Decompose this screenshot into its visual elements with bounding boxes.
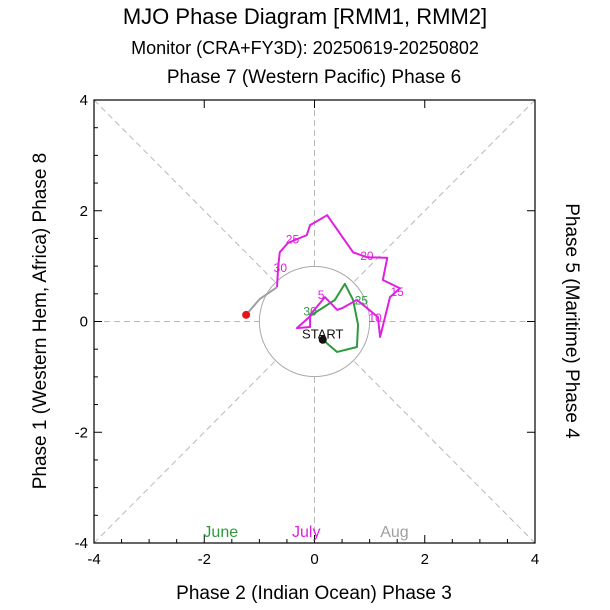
end-marker (242, 310, 251, 319)
day-label: 5 (318, 288, 325, 302)
start-marker (318, 335, 327, 344)
x-tick-label: -2 (198, 551, 211, 568)
unit-circle (258, 265, 371, 378)
top-phase-label: Phase 7 (Western Pacific) Phase 6 (167, 67, 461, 88)
x-tick-label: 2 (421, 551, 429, 568)
x-tick-label: 0 (310, 551, 318, 568)
series-line-aug (245, 286, 278, 316)
series-line-july (276, 214, 401, 339)
legend-june: June (203, 524, 238, 541)
y-tick-label: -4 (75, 535, 88, 552)
day-label: 30 (274, 261, 288, 275)
legend-july: July (292, 524, 320, 541)
phase-boundary-line (93, 99, 276, 283)
phase-boundary-line (93, 360, 276, 544)
phase-boundary-line (353, 99, 536, 283)
x-tick-label: -4 (87, 551, 100, 568)
x-axis-label: Phase 2 (Indian Ocean) Phase 3 (176, 583, 452, 604)
y-tick-label: 4 (80, 92, 88, 109)
day-label: 25 (286, 232, 300, 246)
day-label: 10 (368, 311, 382, 325)
day-label: 15 (391, 285, 405, 299)
plot-area: -4 -2 0 2 4 -4 -2 0 2 4 25 30 June 5 10 15 20 25 30 July Aug… (75, 92, 540, 568)
phase-boundary-line (353, 360, 536, 544)
day-label: 30 (303, 304, 317, 318)
y-tick-label: 0 (80, 314, 88, 331)
chart-title: MJO Phase Diagram [RMM1, RMM2] (123, 4, 487, 29)
y-tick-label: 2 (80, 203, 88, 220)
y-axis-label-left: Phase 1 (Western Hem, Africa) Phase 8 (30, 153, 51, 490)
series-line-june (311, 282, 360, 353)
legend-aug: Aug (380, 524, 408, 541)
day-label: 25 (355, 293, 369, 307)
start-label: START (302, 327, 343, 342)
y-tick-label: -2 (75, 424, 88, 441)
y-axis-label-right: Phase 5 (Maritime) Phase 4 (561, 203, 582, 439)
x-tick-label: 4 (531, 551, 539, 568)
day-label: 20 (360, 249, 374, 263)
chart-subtitle: Monitor (CRA+FY3D): 20250619-20250802 (131, 38, 479, 58)
